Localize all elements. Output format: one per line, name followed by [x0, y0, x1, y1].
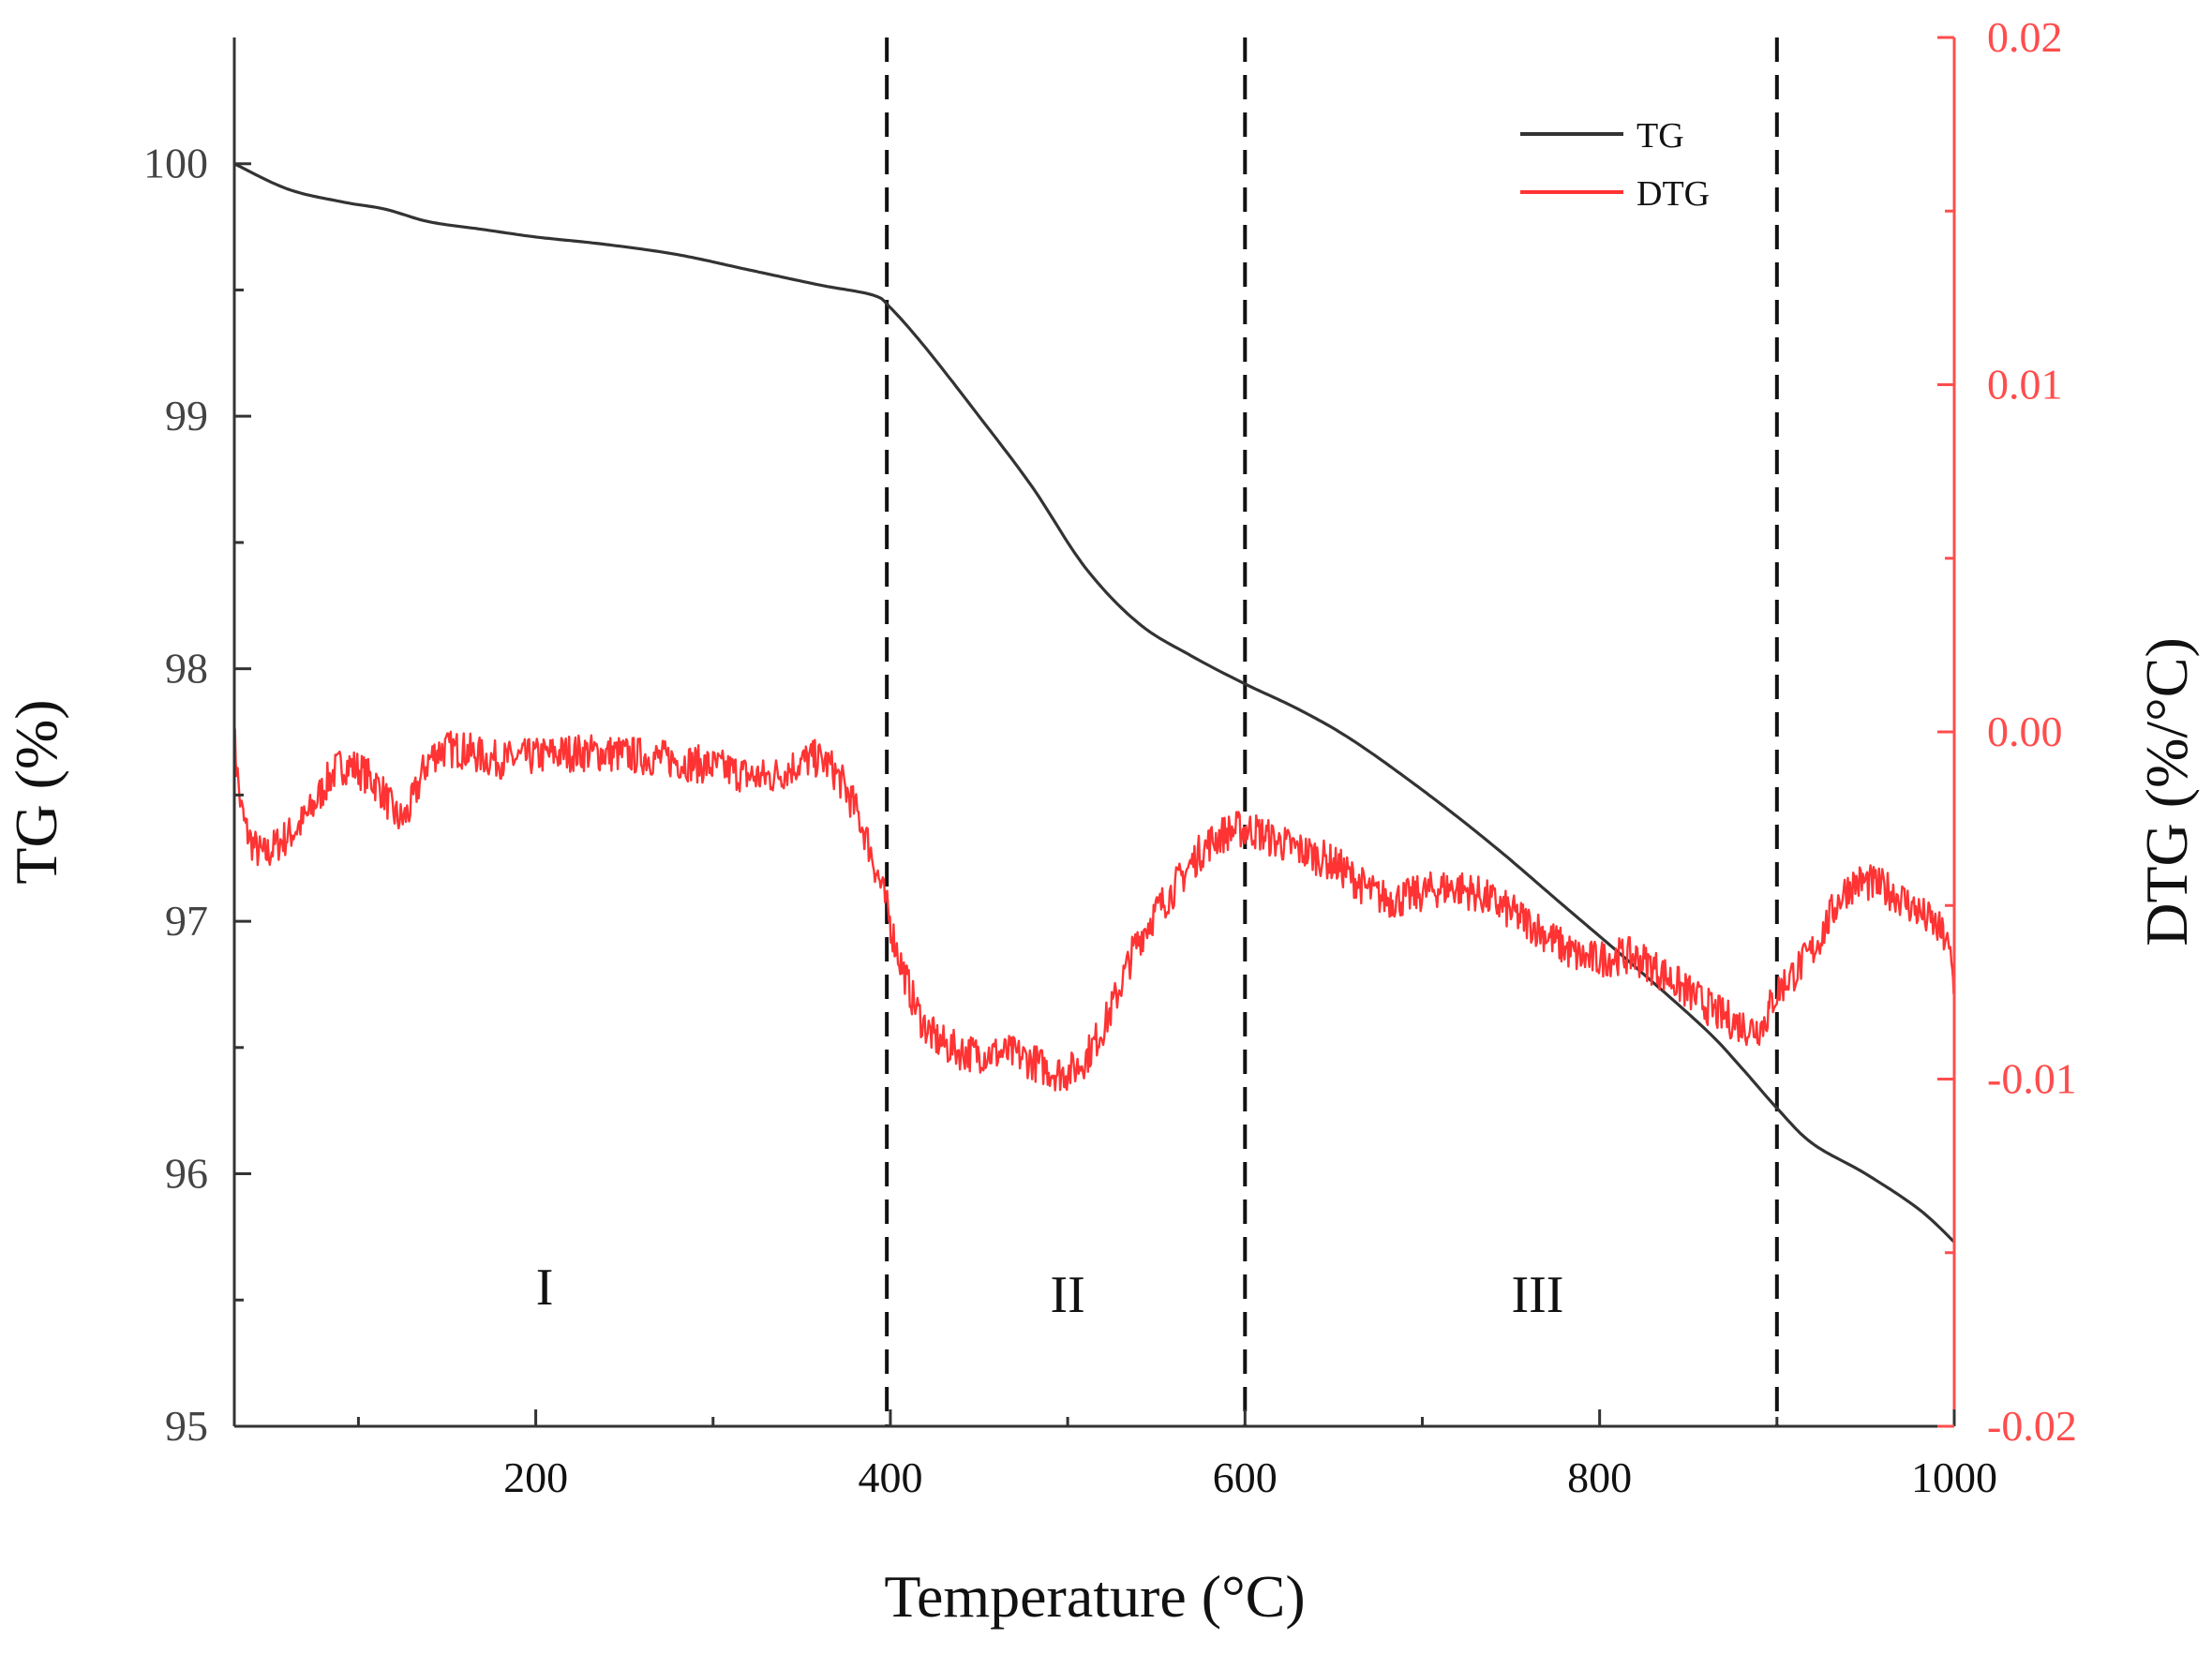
legend-label-tg: TG [1637, 116, 1684, 156]
legend: TG DTG [1520, 116, 1710, 214]
y-left-tick-label: 100 [143, 140, 208, 187]
region-label: III [1511, 1266, 1563, 1324]
region-divider-lines [885, 37, 1779, 1426]
x-tick-label: 200 [503, 1453, 568, 1501]
y-right-tick-label: 0.01 [1987, 361, 2063, 409]
y-right-tick-label: -0.01 [1987, 1055, 2077, 1103]
y-right-tick-label: -0.02 [1987, 1402, 2077, 1450]
x-tick-label: 600 [1213, 1453, 1278, 1501]
axes-group [232, 37, 1956, 1428]
region-label: I [536, 1259, 554, 1317]
legend-label-dtg: DTG [1637, 174, 1710, 214]
region-label: II [1050, 1266, 1084, 1324]
region-labels: I II III [536, 1259, 1564, 1324]
x-tick-label: 1000 [1911, 1453, 1997, 1501]
series-tg-line [234, 162, 1954, 1244]
y-left-axis-title: TG (%) [3, 699, 69, 884]
y-right-axis-title: DTG (%/°C) [2133, 637, 2200, 946]
tick-group: 200 400 600 800 1000 95 96 97 98 99 100 -0.02 -0.01 0… [143, 13, 2077, 1501]
x-tick-label: 400 [858, 1453, 922, 1501]
y-right-tick-label: 0.00 [1987, 708, 2063, 755]
y-right-tick-label: 0.02 [1987, 13, 2063, 61]
y-left-tick-label: 98 [165, 645, 208, 693]
x-tick-label: 800 [1567, 1453, 1632, 1501]
y-left-tick-label: 97 [165, 897, 208, 945]
x-axis-title: Temperature (°C) [884, 1563, 1305, 1630]
series-group [234, 162, 1954, 1244]
y-left-tick-label: 96 [165, 1150, 208, 1198]
y-left-tick-label: 99 [165, 392, 208, 440]
y-left-tick-label: 95 [165, 1402, 208, 1450]
series-dtg-line [234, 728, 1954, 1092]
